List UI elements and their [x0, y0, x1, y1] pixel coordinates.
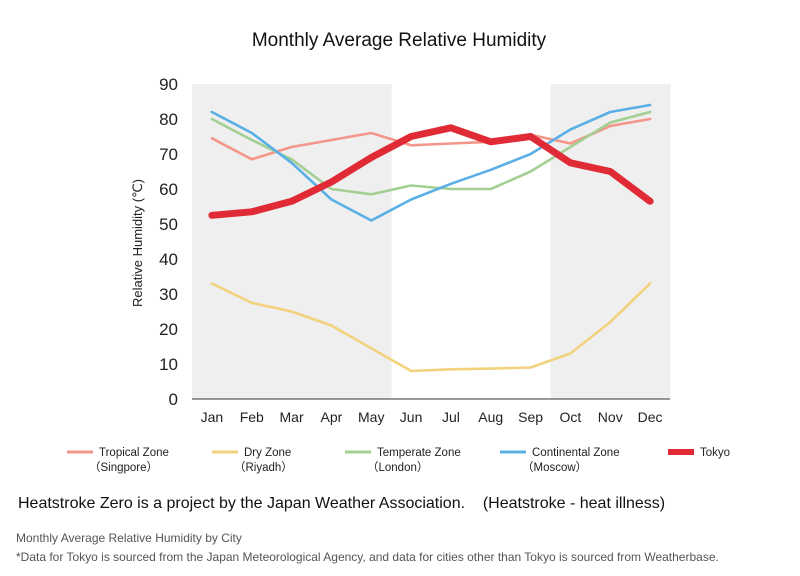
- legend-label-tropical-zone: Tropical Zone: [99, 447, 169, 459]
- x-tick-label: Nov: [598, 409, 623, 425]
- y-tick-label: 60: [159, 180, 178, 199]
- y-tick-label: 30: [159, 285, 178, 304]
- shade-band-mar: [271, 84, 312, 399]
- x-tick-label: Apr: [321, 409, 343, 425]
- y-tick-label: 50: [159, 215, 178, 234]
- legend-sublabel-temperate-zone: （London）: [367, 461, 428, 474]
- x-tick-label: Oct: [560, 409, 582, 425]
- x-tick-label: Aug: [478, 409, 503, 425]
- axis-layer: 0 10 20 30 40 50 60 70 80 90 Jan Feb Mar Apr May Jun Jul…: [159, 75, 670, 425]
- chart-title: Monthly Average Relative Humidity: [252, 30, 547, 51]
- series-line-temperate-zone: [210, 110, 652, 196]
- y-tick-label: 10: [159, 355, 178, 374]
- y-tick-label: 90: [159, 75, 178, 94]
- chart: Monthly Average Relative Humidity 0 10 20 3…: [67, 30, 730, 474]
- x-tick-label: Feb: [240, 409, 264, 425]
- caption: Heatstroke Zero is a project by the Japa…: [18, 495, 666, 512]
- shade-band-may: [351, 84, 392, 399]
- x-tick-label: Dec: [638, 409, 663, 425]
- y-tick-label: 20: [159, 320, 178, 339]
- legend-label-tokyo: Tokyo: [700, 447, 730, 459]
- shade-band-dec: [630, 84, 671, 399]
- legend-label-continental-zone: Continental Zone: [532, 447, 620, 459]
- x-tick-label: Jun: [400, 409, 423, 425]
- x-tick-label: Mar: [280, 409, 304, 425]
- legend-sublabel-continental-zone: （Moscow）: [522, 461, 587, 474]
- shade-band-nov: [590, 84, 631, 399]
- y-axis-label: Relative Humidity (℃): [130, 179, 145, 307]
- series-line-tokyo: [208, 124, 654, 219]
- series-line-tropical-zone: [210, 117, 652, 161]
- legend-sublabel-dry-zone: （Riyadh）: [234, 461, 293, 474]
- footer-source-note: *Data for Tokyo is sourced from the Japa…: [16, 550, 719, 564]
- shade-band-jan: [192, 84, 233, 399]
- series-layer: [208, 103, 654, 373]
- shade-band-feb: [231, 84, 273, 399]
- x-tick-label: May: [358, 409, 384, 425]
- y-tick-label: 40: [159, 250, 178, 269]
- y-tick-label: 80: [159, 110, 178, 129]
- y-tick-label: 70: [159, 145, 178, 164]
- y-tick-label: 0: [169, 390, 178, 409]
- x-tick-label: Jul: [442, 409, 460, 425]
- x-tick-label: Jan: [201, 409, 224, 425]
- legend-label-dry-zone: Dry Zone: [244, 447, 291, 459]
- legend-label-temperate-zone: Temperate Zone: [377, 447, 461, 459]
- footer-title: Monthly Average Relative Humidity by Cit…: [16, 531, 242, 545]
- shade-band-apr: [311, 84, 352, 399]
- series-line-dry-zone: [210, 282, 652, 373]
- legend-sublabel-tropical-zone: （Singpore）: [89, 461, 158, 474]
- legend: Tropical Zone （Singpore） Dry Zone （Riyadh） T…: [67, 447, 730, 474]
- series-line-continental-zone: [210, 103, 652, 222]
- x-tick-label: Sep: [518, 409, 543, 425]
